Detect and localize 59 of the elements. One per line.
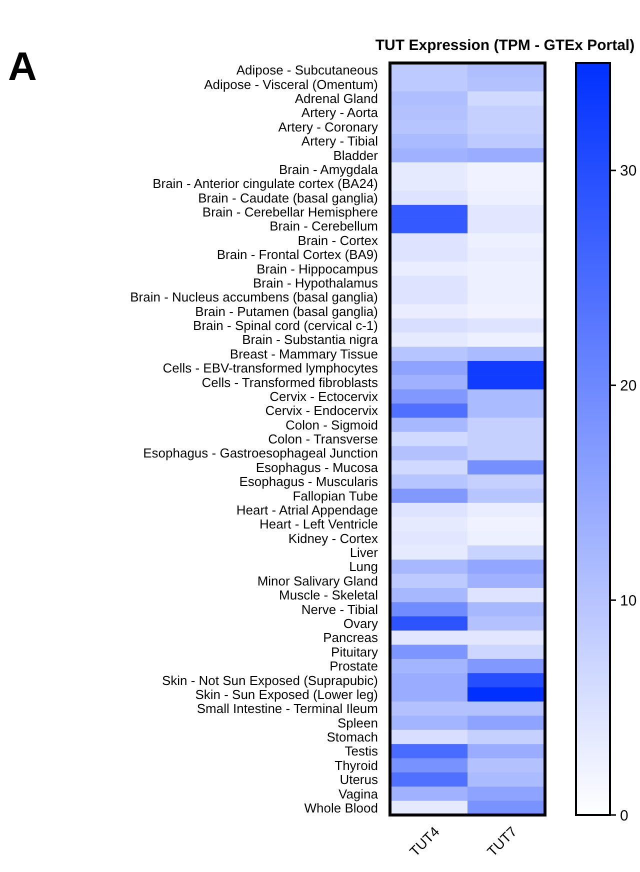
y-tick-label: Liver bbox=[350, 545, 379, 560]
y-tick-label: Brain - Substantia nigra bbox=[242, 332, 379, 348]
y-tick-label: Cervix - Endocervix bbox=[265, 403, 378, 418]
y-tick-label: Spleen bbox=[338, 715, 378, 730]
y-tick-label: Lung bbox=[349, 559, 378, 574]
y-tick-label: Artery - Coronary bbox=[278, 119, 378, 134]
y-tick-label: Heart - Atrial Appendage bbox=[236, 502, 378, 518]
y-tick-label: Fallopian Tube bbox=[292, 488, 378, 504]
y-tick-label: Colon - Transverse bbox=[268, 432, 378, 447]
y-tick-label: Brain - Frontal Cortex (BA9) bbox=[216, 247, 378, 262]
y-tick-label: Pancreas bbox=[323, 630, 378, 646]
y-tick-label: Brain - Nucleus accumbens (basal ganglia) bbox=[130, 290, 378, 305]
y-tick-label: Esophagus - Gastroesophageal Junction bbox=[143, 446, 378, 461]
color-bar-label: 10 bbox=[620, 592, 637, 610]
y-tick-label: Brain - Spinal cord (cervical c-1) bbox=[193, 318, 378, 334]
y-tick-label: Artery - Tibial bbox=[301, 134, 378, 149]
y-tick-label: Adipose - Visceral (Omentum) bbox=[204, 76, 378, 92]
y-tick-label: Brain - Putamen (basal ganglia) bbox=[195, 304, 378, 319]
chart-title: TUT Expression (TPM - GTEx Portal) bbox=[375, 37, 635, 54]
y-tick-label: Skin - Not Sun Exposed (Suprapubic) bbox=[162, 672, 378, 688]
y-tick-label: Testis bbox=[344, 744, 378, 759]
y-tick-label: Small Intestine - Terminal Ileum bbox=[196, 701, 378, 716]
y-tick-label: Skin - Sun Exposed (Lower leg) bbox=[195, 686, 378, 702]
y-tick-label: Adipose - Subcutaneous bbox=[236, 62, 378, 78]
y-tick-label: Thyroid bbox=[334, 758, 378, 773]
color-bar-label: 20 bbox=[620, 378, 637, 395]
y-tick-label: Breast - Mammary Tissue bbox=[230, 346, 378, 362]
y-tick-label: Nerve - Tibial bbox=[301, 602, 378, 617]
y-tick-label: Brain - Anterior cingulate cortex (BA24) bbox=[152, 176, 378, 192]
y-tick-label: Brain - Cortex bbox=[298, 232, 378, 248]
y-tick-label: Uterus bbox=[340, 772, 378, 788]
y-tick-label: Cells - Transformed fibroblasts bbox=[202, 374, 378, 390]
color-bar-label: 0 bbox=[620, 807, 628, 824]
y-tick-label: Kidney - Cortex bbox=[288, 530, 378, 546]
y-tick-label: Cervix - Ectocervix bbox=[270, 388, 378, 404]
y-tick-label: Heart - Left Ventricle bbox=[260, 516, 378, 532]
color-bar-label: 30 bbox=[620, 162, 637, 180]
y-tick-label: Vagina bbox=[338, 786, 379, 802]
y-tick-label: Brain - Cerebellar Hemisphere bbox=[202, 204, 378, 220]
y-tick-label: Brain - Caudate (basal ganglia) bbox=[198, 190, 378, 206]
y-tick-label: Esophagus - Muscularis bbox=[239, 474, 378, 490]
y-tick-label: Colon - Sigmoid bbox=[286, 417, 378, 432]
y-tick-label: Adrenal Gland bbox=[294, 91, 378, 106]
y-tick-label: Brain - Cerebellum bbox=[270, 218, 378, 234]
y-tick-label: Stomach bbox=[326, 730, 378, 745]
y-tick-label: Cells - EBV-transformed lymphocytes bbox=[162, 360, 378, 376]
y-tick-label: Bladder bbox=[333, 148, 379, 163]
y-tick-label: Brain - Hypothalamus bbox=[253, 275, 378, 290]
y-tick-label: Artery - Aorta bbox=[301, 105, 379, 120]
y-tick-label: Brain - Hippocampus bbox=[256, 261, 378, 276]
y-tick-label: Esophagus - Mucosa bbox=[256, 460, 379, 475]
y-tick-label: Pituitary bbox=[331, 644, 378, 660]
y-tick-label: Prostate bbox=[330, 658, 378, 674]
text: A bbox=[8, 45, 37, 89]
y-tick-label: Brain - Amygdala bbox=[279, 162, 379, 177]
y-tick-label: Muscle - Skeletal bbox=[279, 588, 378, 603]
y-tick-label: Ovary bbox=[343, 616, 378, 632]
y-tick-label: Whole Blood bbox=[304, 800, 378, 816]
y-tick-label: Minor Salivary Gland bbox=[257, 573, 378, 588]
